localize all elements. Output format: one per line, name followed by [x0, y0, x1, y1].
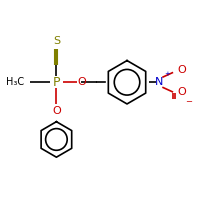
Text: O: O: [177, 87, 186, 97]
Text: +: +: [164, 71, 170, 77]
Text: P: P: [53, 76, 60, 89]
Text: N: N: [155, 77, 164, 87]
Text: O: O: [52, 106, 61, 116]
Text: H₃C: H₃C: [6, 77, 24, 87]
Text: S: S: [53, 36, 60, 46]
Text: O: O: [77, 77, 86, 87]
Text: O: O: [177, 65, 186, 75]
Text: −: −: [185, 97, 192, 106]
